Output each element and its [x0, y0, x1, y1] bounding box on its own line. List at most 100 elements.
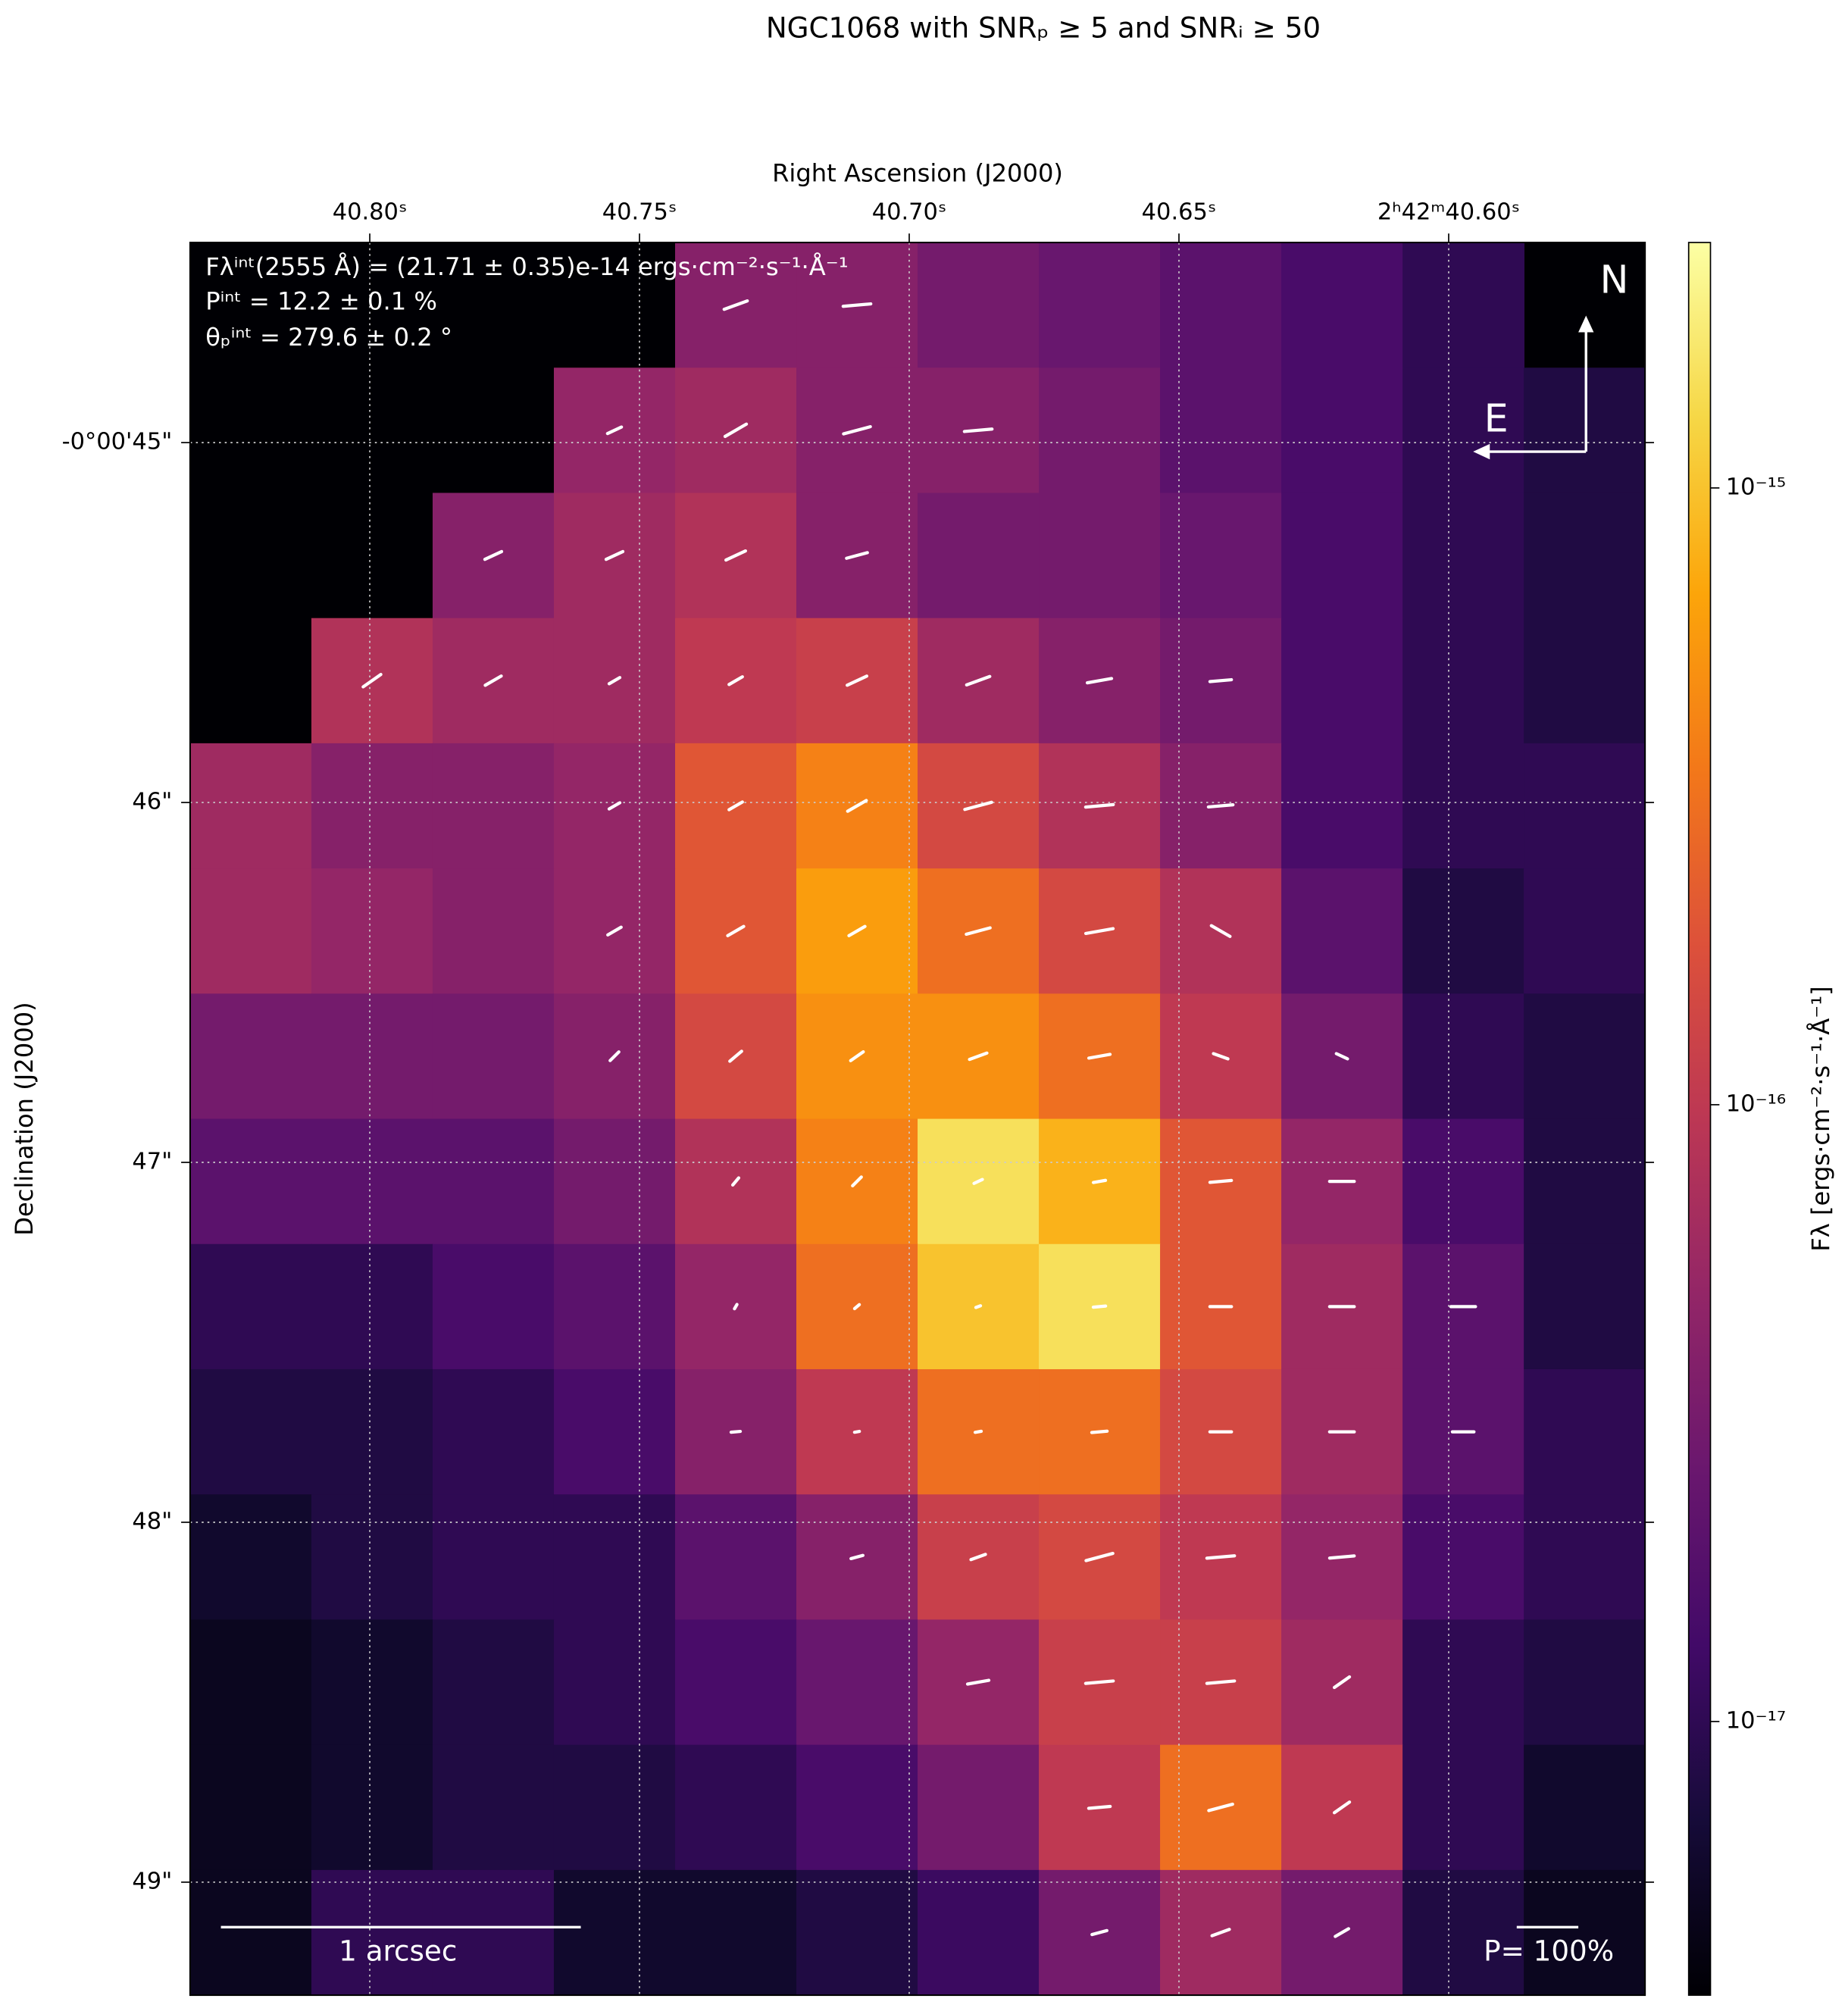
heat-cell: [432, 1243, 555, 1370]
pol-vector: [722, 299, 749, 311]
scale-bar-label: 1 arcsec: [339, 1934, 457, 1968]
pol-vector: [606, 925, 623, 937]
pol-vector: [963, 800, 993, 812]
plot-frame: [189, 242, 1646, 1997]
heat-cell: [1402, 1494, 1524, 1621]
heat-cell: [189, 1494, 312, 1621]
heat-cell: [1524, 1869, 1646, 1996]
pol-vector: [607, 801, 622, 811]
pol-vector: [851, 1175, 863, 1188]
y-tick-label: 47": [132, 1149, 172, 1175]
heat-cell: [1281, 368, 1403, 494]
heat-cell: [189, 743, 312, 869]
heat-cell: [189, 1243, 312, 1370]
heat-cell: [553, 1619, 676, 1746]
heat-cell: [1524, 1619, 1646, 1746]
heat-cell: [1281, 618, 1403, 744]
pol-vector: [604, 549, 625, 561]
pol-vector: [608, 1050, 621, 1062]
heat-cell: [918, 242, 1040, 369]
y-tick-label: -0°00'45": [62, 429, 173, 455]
pol-vector: [973, 1429, 983, 1434]
heat-cell: [432, 1619, 555, 1746]
heat-cell: [918, 1744, 1040, 1871]
heat-cell: [1039, 368, 1161, 494]
pol-vector: [849, 1553, 865, 1561]
pol-vector: [1212, 1052, 1230, 1061]
heat-cell: [1281, 493, 1403, 619]
pol-vector: [723, 422, 749, 439]
heat-cell: [1402, 993, 1524, 1120]
heat-cell: [1281, 743, 1403, 869]
colorbar-tick-label: 10⁻¹⁶: [1726, 1090, 1786, 1117]
annotation: Fλⁱⁿᵗ(2555 Å) = (21.71 ± 0.35)e-14 ergs·…: [205, 252, 848, 281]
annotation: θₚⁱⁿᵗ = 279.6 ± 0.2 °: [205, 323, 452, 352]
pol-vector: [1091, 1304, 1108, 1309]
y-tick-label: 46": [132, 789, 172, 815]
pol-vector: [1085, 677, 1114, 685]
heat-cell: [1524, 868, 1646, 995]
heat-cell: [1402, 868, 1524, 995]
pol-vector: [1332, 1675, 1352, 1690]
heat-cell: [1402, 1118, 1524, 1245]
heat-cell: [1524, 993, 1646, 1120]
colorbar-label: Fλ [ergs·cm⁻²·s⁻¹·Å⁻¹]: [1806, 986, 1835, 1251]
heat-cell: [1402, 1744, 1524, 1871]
pol-vector: [1327, 1554, 1356, 1560]
pol-vector: [852, 1303, 861, 1311]
chart-title: NGC1068 with SNRₚ ≥ 5 and SNRᵢ ≥ 50: [766, 11, 1321, 44]
x-tick-label: 40.80ˢ: [333, 199, 408, 226]
x-tick-label: 40.75ˢ: [602, 199, 677, 226]
pol-vector: [483, 549, 504, 561]
pol-vector: [1206, 802, 1235, 809]
pol-vector: [846, 674, 869, 687]
pol-vector: [1332, 1800, 1352, 1815]
heat-cell: [1039, 493, 1161, 619]
heat-cell: [553, 1118, 676, 1245]
heat-cell: [918, 1869, 1040, 1996]
pol-vector: [361, 673, 383, 689]
heat-cell: [311, 1118, 433, 1245]
heat-cell: [189, 1869, 312, 1996]
pol-vector: [483, 674, 503, 687]
pol-vector: [1207, 1802, 1234, 1813]
pol-vector: [1205, 1679, 1237, 1685]
pol-vector: [1210, 1928, 1231, 1938]
p-scale-label: P= 100%: [1484, 1934, 1614, 1968]
pol-vector: [733, 1303, 739, 1311]
heat-cell: [189, 993, 312, 1120]
pol-vector: [1087, 1052, 1112, 1060]
heat-cell: [432, 993, 555, 1120]
y-tick-label: 49": [132, 1868, 172, 1894]
heat-cell: [1524, 493, 1646, 619]
heat-cell: [553, 1744, 676, 1871]
pol-vector: [847, 924, 867, 937]
pol-vector: [845, 551, 869, 560]
pol-vector: [730, 1176, 741, 1187]
heat-cell: [1160, 493, 1282, 619]
pol-vector: [965, 674, 992, 687]
pol-vector: [1208, 677, 1234, 683]
heat-cell: [1281, 868, 1403, 995]
heat-cell: [311, 868, 433, 995]
pol-vector: [1090, 1429, 1109, 1434]
annotation-group: Fλⁱⁿᵗ(2555 Å) = (21.71 ± 0.35)e-14 ergs·…: [205, 252, 848, 352]
compass-east: E: [1484, 396, 1509, 440]
heat-cell: [311, 1368, 433, 1496]
pol-vector: [726, 924, 746, 937]
heat-cell: [1160, 242, 1282, 369]
heat-cell: [432, 1368, 555, 1496]
pol-vector: [1083, 802, 1115, 809]
pol-vector: [1334, 1052, 1349, 1061]
pol-vector: [965, 1678, 991, 1686]
heat-cell: [1524, 743, 1646, 869]
heat-cell: [1524, 618, 1646, 744]
heat-cell: [1281, 242, 1403, 369]
heat-cell: [553, 1243, 676, 1370]
heat-cell: [796, 1619, 918, 1746]
heat-cell: [311, 1243, 433, 1370]
pol-vector: [724, 549, 748, 562]
heat-cell: [675, 1869, 797, 1996]
heat-cell: [189, 1368, 312, 1496]
pol-vector: [1083, 927, 1115, 936]
